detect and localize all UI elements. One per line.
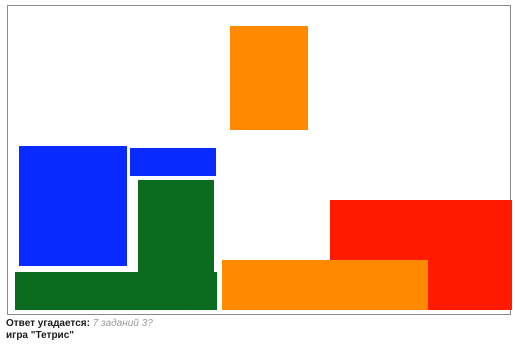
caption: Ответ угадается: 7 заданий 3? игра "Тетр… (6, 318, 506, 342)
piece-green-tall (138, 180, 214, 280)
piece-green-bottom (15, 272, 217, 310)
answer-line: Ответ угадается: 7 заданий 3? (6, 318, 506, 330)
game-line: игра "Тетрис" (6, 330, 74, 341)
piece-orange-bottom (222, 260, 428, 310)
answer-hint: 7 заданий 3? (92, 318, 153, 329)
piece-blue-large (19, 146, 127, 266)
game-board (7, 5, 512, 315)
answer-label: Ответ угадается: (6, 318, 90, 329)
piece-blue-small (130, 148, 216, 176)
piece-orange-top (230, 26, 308, 130)
